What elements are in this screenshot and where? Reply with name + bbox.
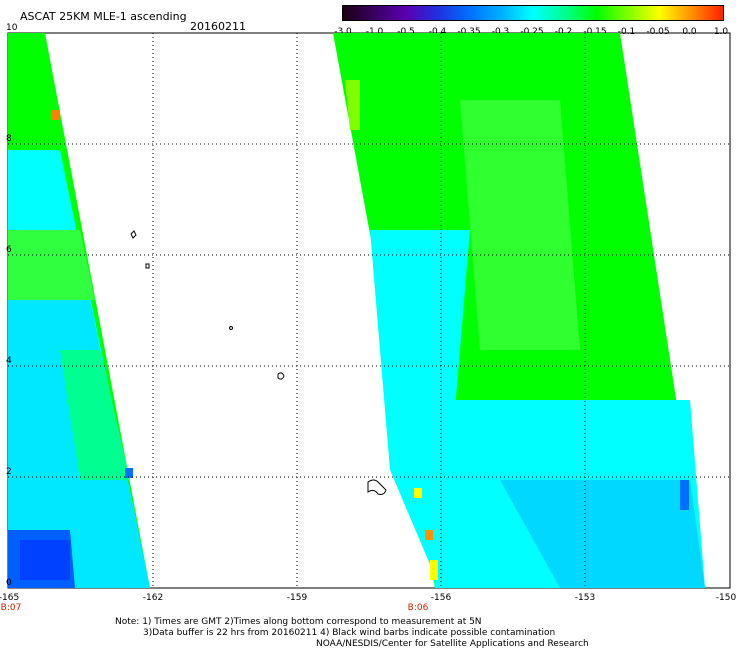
x-tick-label: -150 <box>715 593 737 603</box>
y-tick-label: 4 <box>6 356 12 366</box>
colorbar-label: -0.15 <box>583 27 607 37</box>
colorbar-label: -1.0 <box>365 27 384 37</box>
x-tick-label: -165 <box>0 593 20 603</box>
colorbar-label: -0.2 <box>554 27 573 37</box>
y-tick-label: 0 <box>6 578 12 588</box>
right-swath <box>333 33 705 588</box>
note-line-1: Note: 1) Times are GMT 2)Times along bot… <box>115 617 482 627</box>
island-outlines <box>130 230 387 495</box>
y-tick-label: 10 <box>6 23 18 33</box>
product-date: 20160211 <box>190 20 246 33</box>
left-swath <box>8 33 150 588</box>
colorbar-label: -0.05 <box>646 27 670 37</box>
colorbar-label: -0.25 <box>520 27 544 37</box>
colorbar-label: -3.0 <box>334 27 352 37</box>
time-label-2: B:06 <box>407 603 429 613</box>
colorbar-label: -0.4 <box>428 27 447 37</box>
grid-lines <box>8 33 730 588</box>
colorbar-label: -0.1 <box>617 27 636 37</box>
x-tick-label: -162 <box>142 593 164 603</box>
product-title: ASCAT 25KM MLE-1 ascending <box>20 10 187 23</box>
x-tick-label: -159 <box>286 593 308 603</box>
y-tick-label: 6 <box>6 245 12 255</box>
colorbar-label: -0.35 <box>457 27 481 37</box>
note-line-2: 3)Data buffer is 22 hrs from 20160211 4)… <box>143 628 556 638</box>
time-label-1: B:07 <box>0 603 22 613</box>
colorbar-label: -0.5 <box>397 27 415 37</box>
x-tick-label: -153 <box>574 593 596 603</box>
colorbar <box>342 5 724 21</box>
x-tick-label: -156 <box>430 593 452 603</box>
note-line-3: NOAA/NESDIS/Center for Satellite Applica… <box>316 639 589 649</box>
colorbar-label: -0.3 <box>491 27 510 37</box>
colorbar-label: 1.0 <box>713 27 729 37</box>
y-tick-label: 8 <box>6 134 12 144</box>
colorbar-label: 0.0 <box>682 27 697 37</box>
y-tick-label: 2 <box>6 467 12 477</box>
